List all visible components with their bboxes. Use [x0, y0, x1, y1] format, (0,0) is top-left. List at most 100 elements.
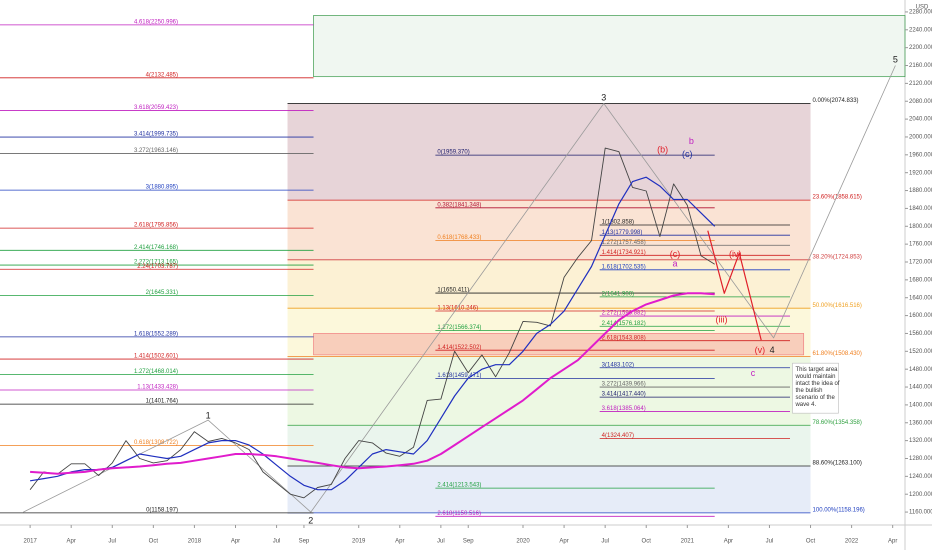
y-tick-label: 1840.000	[909, 206, 932, 212]
x-tick-label: Apr	[395, 539, 404, 545]
fib-label: 2.414(1746.168)	[134, 245, 178, 251]
annotation-text: scenario of the	[795, 395, 835, 401]
y-tick-label: 1640.000	[909, 295, 932, 301]
retracement-band	[287, 356, 811, 426]
fib-label: 4(1324.407)	[602, 433, 634, 439]
wave-label: (b)	[657, 145, 668, 155]
fib-label: 1.618(1702.535)	[602, 264, 646, 270]
x-tick-label: Oct	[642, 539, 652, 545]
y-tick-label: 2160.000	[909, 63, 932, 69]
x-tick-label: 2017	[23, 539, 37, 545]
fib-label: 3(1880.895)	[146, 185, 178, 191]
x-tick-label: Jul	[766, 539, 774, 545]
annotation-text: intact the idea of	[795, 381, 839, 387]
y-tick-label: 1960.000	[909, 152, 932, 158]
fib-label: 2(1645.331)	[146, 290, 178, 296]
x-tick-label: Sep	[463, 539, 474, 545]
y-tick-label: 1440.000	[909, 385, 932, 391]
fib-label: 0.618(1768.433)	[437, 235, 481, 241]
fib-label: 1.272(1468.014)	[134, 369, 178, 375]
y-tick-label: 1320.000	[909, 438, 932, 444]
fib-label: 1.414(1734.921)	[602, 250, 646, 256]
y-tick-label: 1200.000	[909, 492, 932, 498]
x-tick-label: 2019	[352, 539, 366, 545]
fib-label: 1.618(1552.289)	[134, 331, 178, 337]
x-tick-label: 2021	[681, 539, 695, 545]
fib-label: 1.414(1522.502)	[437, 345, 481, 351]
y-tick-label: 2040.000	[909, 117, 932, 123]
annotation-text: This target area	[795, 367, 838, 373]
fib-label: 0(1158.197)	[146, 507, 178, 513]
fib-label: 2.272(1713.165)	[134, 260, 178, 266]
fib-label: 1.272(1566.374)	[437, 325, 481, 331]
plot-area	[0, 0, 905, 525]
fib-label: 1(1401.764)	[146, 399, 178, 405]
y-tick-label: 1920.000	[909, 170, 932, 176]
x-tick-label: Oct	[149, 539, 159, 545]
fib-label: 61.80%(1508.430)	[813, 351, 862, 357]
x-tick-label: Oct	[806, 539, 816, 545]
wave-label: a	[672, 259, 677, 269]
fib-label: 100.00%(1158.196)	[813, 507, 865, 513]
fib-label: 2.414(1213.543)	[437, 483, 481, 489]
x-tick-label: Jul	[108, 539, 116, 545]
wave-label: 2	[308, 515, 313, 525]
fib-label: 38.20%(1724.853)	[813, 254, 862, 260]
y-tick-label: 1680.000	[909, 277, 932, 283]
fib-label: 1.13(1433.428)	[137, 385, 178, 391]
x-tick-label: 2018	[188, 539, 202, 545]
fib-label: 2.618(1795.856)	[134, 223, 178, 229]
fib-label: 3.272(1439.966)	[602, 382, 646, 388]
fib-label: 3.618(2059.423)	[134, 105, 178, 111]
fib-label: 3.618(1385.064)	[602, 406, 646, 412]
wave-label: (c)	[682, 149, 693, 159]
annotation-box	[792, 362, 839, 414]
ma-line	[30, 292, 715, 475]
fib-label: 2.24(1703.787)	[137, 264, 178, 270]
x-tick-label: Jul	[601, 539, 609, 545]
wave-label: 1	[206, 410, 211, 420]
y-tick-label: 1160.000	[909, 510, 932, 516]
x-tick-label: Apr	[888, 539, 897, 545]
fib-label: 2.272(1598.882)	[602, 311, 646, 317]
upper-box	[313, 15, 906, 78]
projection-path	[707, 230, 762, 341]
retracement-band	[287, 200, 811, 260]
fib-label: 2(1641.900)	[602, 291, 634, 297]
x-tick-label: Apr	[724, 539, 733, 545]
x-tick-label: Jul	[437, 539, 445, 545]
wave-label: (iv)	[729, 249, 742, 259]
target-area	[313, 333, 805, 356]
x-tick-label: Sep	[299, 539, 310, 545]
y-tick-label: 2280.000	[909, 10, 932, 16]
wave-label: (c)	[670, 249, 681, 259]
fib-label: 50.00%(1616.516)	[813, 303, 862, 309]
wave-label: b	[689, 136, 694, 146]
x-tick-label: Jul	[273, 539, 281, 545]
annotation-text: the bullish	[795, 388, 822, 394]
x-tick-label: Apr	[67, 539, 76, 545]
wave-label: 5	[893, 55, 898, 65]
fib-label: 0(1959.370)	[437, 150, 469, 156]
y-tick-label: 2000.000	[909, 135, 932, 141]
y-tick-label: 1520.000	[909, 349, 932, 355]
fib-label: 0.618(1308.722)	[134, 440, 178, 446]
wave-label: 4	[770, 345, 775, 355]
x-tick-label: Apr	[559, 539, 568, 545]
fib-label: 1.414(1502.601)	[134, 354, 178, 360]
fib-label: 3(1483.102)	[602, 362, 634, 368]
y-tick-label: 1240.000	[909, 474, 932, 480]
fib-label: 1(1650.411)	[437, 288, 469, 294]
y-tick-label: 1360.000	[909, 420, 932, 426]
y-tick-label: 1480.000	[909, 367, 932, 373]
fib-label: 1.272(1757.458)	[602, 240, 646, 246]
y-tick-label: 1400.000	[909, 402, 932, 408]
wave-path	[23, 65, 896, 513]
fib-label: 3.414(1417.440)	[602, 392, 646, 398]
y-tick-label: 1760.000	[909, 242, 932, 248]
fib-label: 1.618(1459.471)	[437, 373, 481, 379]
wave-label: (v)	[755, 345, 766, 355]
fib-label: 2.414(1576.182)	[602, 321, 646, 327]
